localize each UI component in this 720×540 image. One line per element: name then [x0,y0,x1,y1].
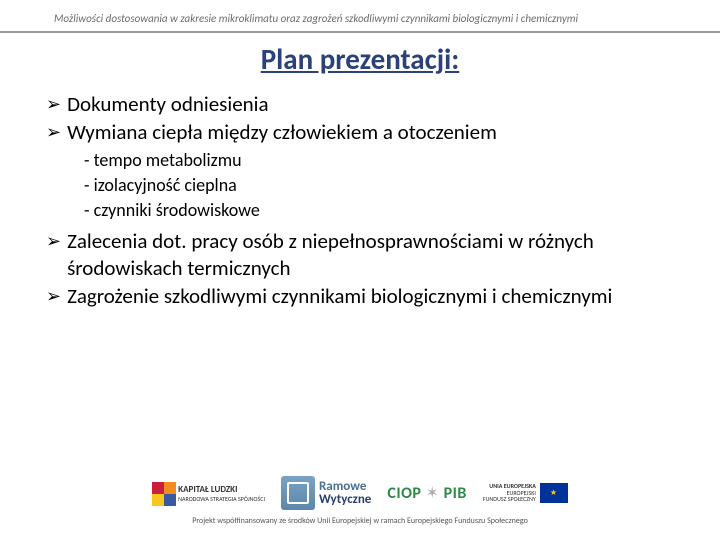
bullet-3-text: Zalecenia dot. pracy osób z niepełnospra… [67,228,674,281]
bullet-marker-icon: ➢ [46,230,61,253]
ramowe-line2: Wytyczne [319,493,371,506]
footer-caption: Projekt współfinansowany ze środków Unii… [192,516,528,526]
sub-1: - tempo metabolizmu [84,148,674,172]
slide: Możliwości dostosowania w zakresie mikro… [0,0,720,540]
ue-line3: FUNDUSZ SPOŁECZNY [483,496,536,503]
bullet-1: ➢ Dokumenty odniesienia [46,91,674,117]
bullet-2: ➢ Wymiana ciepła między człowiekiem a ot… [46,119,674,145]
kapital-line2: NARODOWA STRATEGIA SPÓJNOŚCI [178,495,265,503]
kapital-square-icon [152,482,164,494]
slide-title: Plan prezentacji: [0,41,720,77]
logo-ramowe-wytyczne: Ramowe Wytyczne [281,476,371,510]
ciop-part2: PIB [444,484,467,503]
kapital-icon [152,482,174,504]
header-rule [0,31,720,33]
kapital-square-icon [152,494,164,506]
kapital-square-icon [164,482,176,494]
header-subtitle: Możliwości dostosowania w zakresie mikro… [0,0,720,31]
kapital-square-icon [164,494,176,506]
kapital-line1: KAPITAŁ LUDZKI [178,484,265,495]
footer-logos: KAPITAŁ LUDZKI NARODOWA STRATEGIA SPÓJNO… [0,476,720,526]
kapital-text: KAPITAŁ LUDZKI NARODOWA STRATEGIA SPÓJNO… [178,484,265,503]
bullet-2-text: Wymiana ciepła między człowiekiem a otoc… [67,119,497,145]
content-area: ➢ Dokumenty odniesienia ➢ Wymiana ciepła… [0,91,720,309]
logo-ciop-pib: CIOP ✶ PIB [387,476,466,510]
bullet-1-text: Dokumenty odniesienia [67,91,268,117]
ramowe-text: Ramowe Wytyczne [319,480,371,506]
logo-ue: UNIA EUROPEJSKA EUROPEJSKI FUNDUSZ SPOŁE… [483,476,568,510]
ciop-text: CIOP ✶ PIB [387,483,466,503]
logo-row: KAPITAŁ LUDZKI NARODOWA STRATEGIA SPÓJNO… [152,476,568,510]
sub-2: - izolacyjność cieplna [84,173,674,197]
bullet-3: ➢ Zalecenia dot. pracy osób z niepełnosp… [46,228,674,281]
ramowe-icon [281,476,315,510]
bullet-marker-icon: ➢ [46,285,61,308]
bullet-marker-icon: ➢ [46,121,61,144]
bullet-4-text: Zagrożenie szkodliwymi czynnikami biolog… [67,283,674,309]
eu-flag-icon [540,483,568,503]
sub-list: - tempo metabolizmu - izolacyjność ciepl… [46,148,674,223]
ciop-part1: CIOP [387,484,421,503]
bullet-marker-icon: ➢ [46,93,61,116]
bullet-4: ➢ Zagrożenie szkodliwymi czynnikami biol… [46,283,674,309]
sub-3: - czynniki środowiskowe [84,198,674,222]
logo-kapital-ludzki: KAPITAŁ LUDZKI NARODOWA STRATEGIA SPÓJNO… [152,476,265,510]
ue-text: UNIA EUROPEJSKA EUROPEJSKI FUNDUSZ SPOŁE… [483,483,536,503]
